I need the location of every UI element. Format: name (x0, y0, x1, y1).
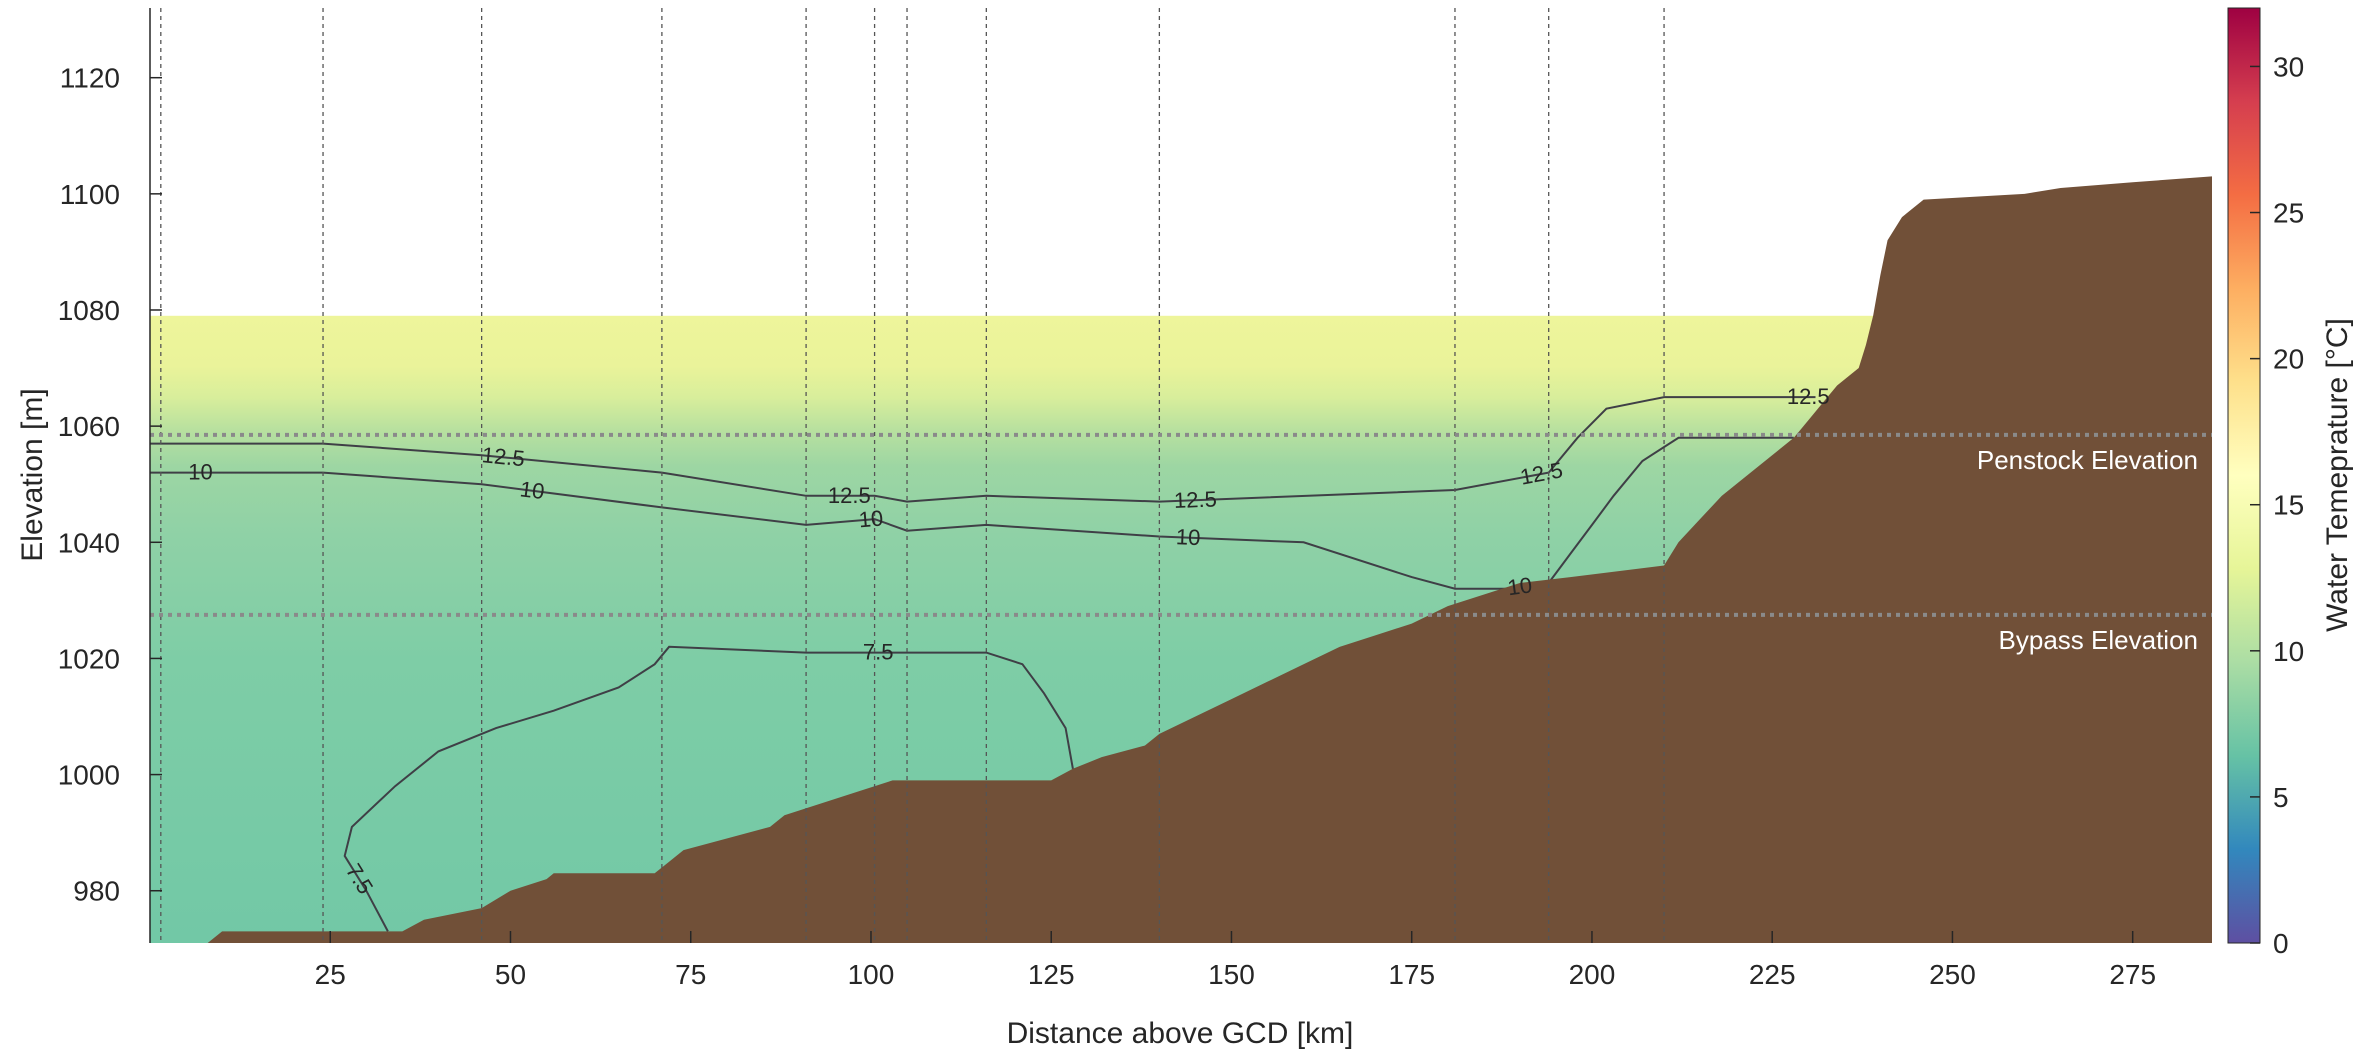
colorbar: 0 5 10 15 20 25 30 Water Temeprature [°C] (2227, 7, 2354, 959)
contour-line-12-5 (150, 396, 1816, 503)
colorbar-tick-label: 30 (2273, 51, 2304, 82)
colorbar-tick-label: 5 (2273, 782, 2289, 813)
colorbar-tick-label: 0 (2273, 928, 2289, 959)
contour-label-10: 10 (188, 460, 212, 485)
x-tick-label: 175 (1388, 959, 1435, 990)
y-tick-label: 980 (73, 876, 120, 907)
colorbar-tick-label: 20 (2273, 344, 2304, 375)
x-axis-label: Distance above GCD [km] (1007, 1017, 1354, 1050)
contour-label-10: 10 (1175, 524, 1200, 550)
contour-label-12-5: 12.5 (481, 442, 526, 471)
temperature-contours (150, 396, 1816, 932)
x-tick-label: 200 (1569, 959, 1616, 990)
reference-line-labels: Penstock Elevation Bypass Elevation (1977, 445, 2198, 655)
colorbar-ticks: 0 5 10 15 20 25 30 (2250, 51, 2304, 959)
y-axis-label: Elevation [m] (16, 388, 49, 561)
y-tick-label: 1040 (58, 527, 120, 558)
colorbar-tick-label: 15 (2273, 490, 2304, 521)
contour-label-10: 10 (858, 505, 884, 532)
reservoir-bed-terrain (150, 176, 2212, 943)
x-tick-label: 50 (495, 959, 526, 990)
x-tick-label: 225 (1749, 959, 1796, 990)
contour-line-7-5 (343, 645, 1074, 932)
axes: 25 50 75 100 125 150 175 200 225 250 275 980 1000 10… (16, 8, 2156, 1050)
y-axis-ticks: 980 1000 1020 1040 1060 1080 1100 1120 (58, 63, 162, 907)
colorbar-gradient (2227, 7, 2261, 944)
reference-elevation-lines (150, 432, 2212, 617)
x-tick-label: 100 (848, 959, 895, 990)
x-tick-label: 150 (1208, 959, 1255, 990)
x-tick-label: 25 (315, 959, 346, 990)
x-tick-label: 250 (1929, 959, 1976, 990)
contour-label-10: 10 (518, 476, 545, 504)
x-axis-ticks: 25 50 75 100 125 150 175 200 225 250 275 (315, 931, 2156, 990)
x-tick-label: 125 (1028, 959, 1075, 990)
contour-label-12-5: 12.5 (828, 483, 871, 508)
y-tick-label: 1100 (60, 179, 120, 210)
x-tick-label: 275 (2109, 959, 2156, 990)
y-tick-label: 1120 (60, 63, 120, 94)
colorbar-tick-label: 10 (2273, 636, 2304, 667)
contour-line-10 (150, 436, 1794, 590)
colorbar-label: Water Temeprature [°C] (2321, 318, 2354, 632)
y-tick-label: 1080 (58, 295, 120, 326)
contour-label-10: 10 (1506, 572, 1534, 600)
reference-line-label: Bypass Elevation (1999, 625, 2198, 655)
y-tick-label: 1000 (58, 760, 120, 791)
contour-label-7-5: 7.5 (863, 640, 894, 665)
y-tick-label: 1020 (58, 643, 120, 674)
reference-line-label: Penstock Elevation (1977, 445, 2198, 475)
colorbar-tick-label: 25 (2273, 198, 2304, 229)
x-tick-label: 75 (675, 959, 706, 990)
contour-label-12-5: 12.5 (1174, 486, 1218, 513)
contour-label-12-5: 12.5 (1787, 384, 1830, 409)
profile-station-lines (160, 8, 1665, 943)
y-tick-label: 1060 (58, 411, 120, 442)
